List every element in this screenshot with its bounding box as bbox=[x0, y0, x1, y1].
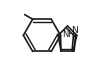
Text: NH: NH bbox=[62, 30, 75, 39]
Text: N: N bbox=[71, 26, 78, 35]
